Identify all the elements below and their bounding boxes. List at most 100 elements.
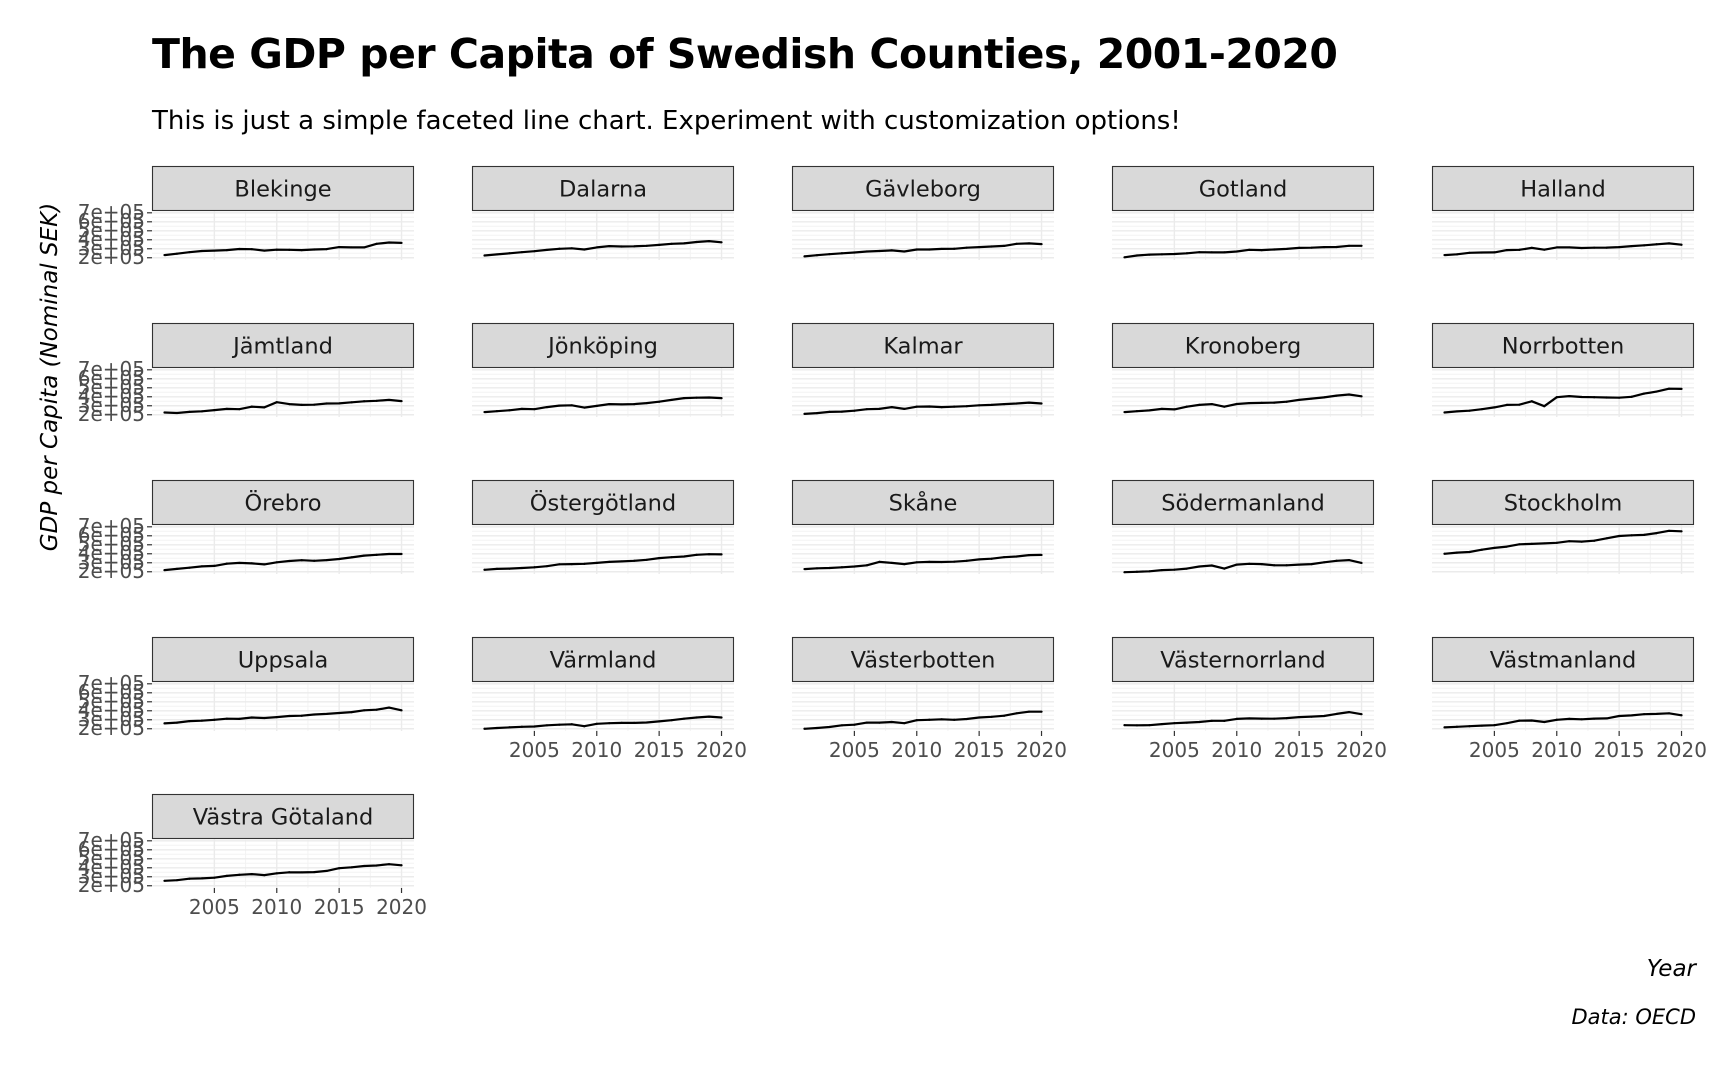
- data-point: [275, 872, 278, 875]
- data-point: [1235, 563, 1238, 566]
- data-point: [400, 552, 403, 556]
- data-point: [620, 245, 623, 248]
- facet-strip: [151, 479, 415, 526]
- facet-strip: [1111, 165, 1375, 212]
- data-point: [1285, 564, 1288, 567]
- data-point: [213, 718, 216, 721]
- data-point: [325, 248, 328, 251]
- facet-strip-label: Norrbotten: [1502, 334, 1625, 360]
- data-point: [583, 562, 586, 565]
- x-tick-label: 2020: [696, 738, 747, 762]
- data-point: [288, 403, 291, 406]
- data-point: [387, 398, 391, 402]
- data-point: [1543, 542, 1546, 545]
- data-point: [558, 404, 561, 407]
- data-point: [658, 243, 661, 246]
- data-point: [890, 561, 893, 565]
- data-point: [375, 242, 378, 245]
- y-tick-label: 7e+05: [78, 514, 145, 538]
- data-point: [1360, 395, 1363, 398]
- data-point: [250, 716, 253, 719]
- data-point: [508, 252, 511, 255]
- data-point: [1518, 543, 1521, 546]
- facet-strip: [151, 793, 415, 840]
- facet-strip: [791, 165, 1055, 212]
- data-point: [275, 248, 278, 251]
- data-point: [720, 553, 723, 556]
- y-tick-label: 4e+05: [78, 384, 145, 408]
- data-point: [840, 252, 844, 255]
- data-point: [720, 241, 723, 244]
- data-point: [583, 248, 586, 251]
- data-point: [213, 876, 216, 879]
- x-tick-label: 2010: [251, 895, 302, 919]
- data-point: [1630, 244, 1633, 248]
- data-point: [1505, 403, 1508, 406]
- facet-strip-label: Kalmar: [883, 334, 963, 360]
- data-point: [965, 246, 968, 249]
- data-point: [200, 719, 204, 722]
- data-point: [1530, 719, 1533, 722]
- data-point: [545, 248, 548, 252]
- data-point: [682, 397, 686, 400]
- y-tick-label: 7e+05: [78, 200, 145, 224]
- data-point: [570, 563, 573, 566]
- x-tick-label: 2020: [1656, 738, 1707, 762]
- data-point: [325, 402, 328, 405]
- data-point: [645, 721, 648, 724]
- data-point: [1493, 406, 1496, 409]
- data-point: [1198, 565, 1201, 568]
- data-point: [175, 879, 179, 882]
- y-tick-label: 6e+05: [78, 209, 145, 233]
- series-line: [1124, 244, 1362, 259]
- data-point: [238, 873, 241, 876]
- data-point: [1040, 553, 1043, 557]
- data-point: [508, 409, 511, 412]
- chart-caption: Data: OECD: [1571, 1005, 1696, 1029]
- data-point: [1015, 402, 1018, 405]
- data-point: [840, 566, 844, 569]
- data-point: [375, 864, 378, 867]
- data-point: [495, 726, 499, 730]
- data-point: [1530, 400, 1533, 403]
- data-point: [928, 718, 931, 721]
- data-point: [865, 721, 868, 724]
- data-point: [1273, 564, 1276, 567]
- data-point: [1580, 395, 1583, 399]
- x-tick-label: 2020: [376, 895, 427, 919]
- data-point: [1273, 401, 1276, 404]
- data-point: [1455, 253, 1459, 256]
- y-tick-label: 4e+05: [78, 698, 145, 722]
- data-point: [250, 405, 253, 408]
- data-point: [990, 715, 993, 718]
- data-point: [1593, 539, 1596, 542]
- data-point: [387, 706, 391, 709]
- data-point: [828, 253, 831, 256]
- data-point: [1160, 253, 1164, 256]
- data-point: [1480, 548, 1484, 551]
- data-point: [695, 553, 698, 556]
- data-point: [1605, 537, 1608, 540]
- data-point: [1568, 246, 1571, 249]
- data-point: [362, 246, 366, 249]
- data-point: [350, 401, 353, 404]
- facet-strip-label: Stockholm: [1504, 491, 1622, 517]
- data-point: [1248, 717, 1251, 720]
- data-point: [200, 249, 204, 253]
- data-point: [1518, 248, 1521, 251]
- data-point: [803, 255, 806, 258]
- data-point: [633, 559, 636, 562]
- data-point: [978, 716, 981, 719]
- y-tick-label: 5e+05: [78, 846, 145, 870]
- data-point: [362, 554, 366, 557]
- x-tick-label: 2015: [1274, 738, 1325, 762]
- data-point: [608, 244, 611, 248]
- data-point: [865, 250, 868, 253]
- data-point: [1198, 403, 1201, 406]
- data-point: [1543, 248, 1546, 251]
- data-point: [300, 403, 303, 406]
- data-point: [1455, 410, 1459, 413]
- data-point: [1123, 724, 1126, 727]
- data-point: [338, 711, 341, 715]
